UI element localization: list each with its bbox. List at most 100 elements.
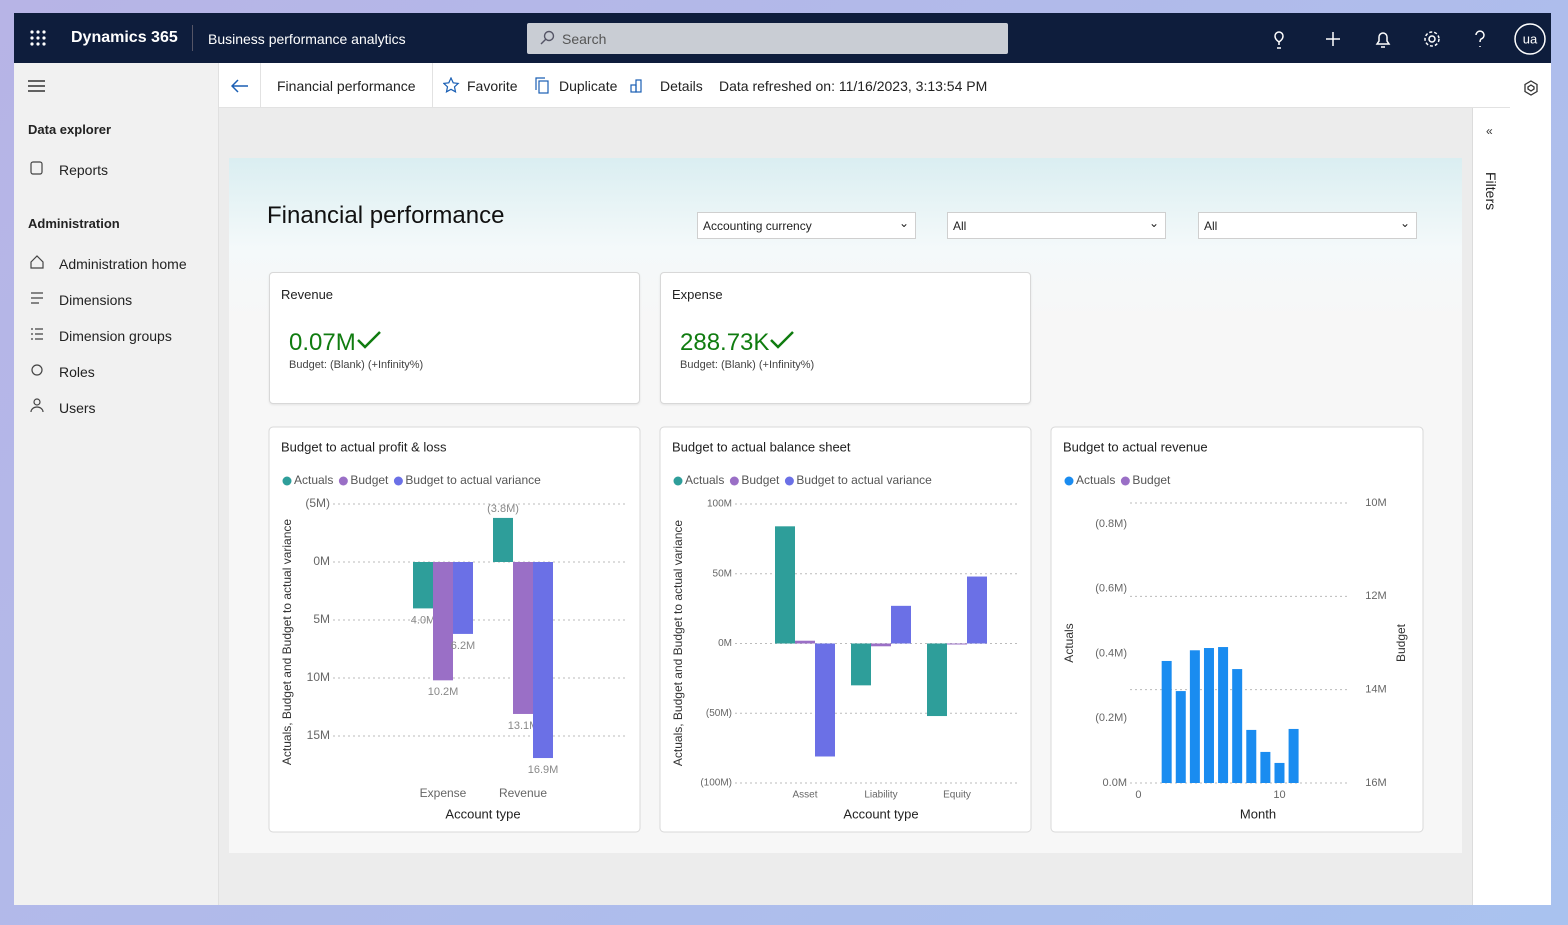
kpi-value-text: 288.73K — [680, 329, 770, 356]
kpi-subtitle: Budget: (Blank) (+Infinity%) — [289, 359, 424, 371]
legend-dot — [784, 476, 794, 486]
legend-label: Budget — [1132, 473, 1171, 487]
divider — [192, 25, 193, 51]
search-icon — [540, 30, 555, 45]
filters-pane[interactable]: « Filters — [1472, 108, 1510, 905]
bar — [815, 643, 835, 757]
bar — [795, 640, 815, 644]
legend-label: Actuals — [685, 473, 724, 487]
details-button[interactable]: Details — [660, 78, 703, 94]
chart-title: Budget to actual revenue — [1063, 439, 1208, 454]
y-tick-label: (5M) — [305, 496, 330, 510]
module-name[interactable]: Business performance analytics — [208, 31, 406, 47]
hamburger[interactable] — [28, 80, 46, 92]
y-tick-label: (0.2M) — [1095, 712, 1127, 724]
y-tick-label: 10M — [307, 670, 330, 684]
bar — [1218, 647, 1229, 783]
slicer[interactable]: All ⌄ — [1198, 212, 1417, 239]
bar — [967, 576, 987, 644]
y-tick-label: 15M — [307, 728, 330, 742]
nav-item[interactable]: Dimension groups — [59, 328, 172, 344]
bar — [1161, 660, 1172, 783]
legend-dot — [729, 476, 739, 486]
bar — [891, 605, 911, 644]
y-tick-label: (0.4M) — [1095, 647, 1127, 659]
slicer[interactable]: All ⌄ — [947, 212, 1166, 239]
right-strip — [1510, 63, 1551, 905]
slicer[interactable]: Accounting currency ⌄ — [697, 212, 916, 239]
bar — [1274, 762, 1285, 783]
x-tick-label: Expense — [420, 786, 467, 800]
collapse-icon[interactable]: « — [1486, 124, 1493, 138]
nav-item[interactable]: Roles — [59, 364, 95, 380]
bar — [927, 643, 947, 717]
slicer-label: All — [953, 219, 967, 233]
slicer-label: All — [1204, 219, 1218, 233]
y-tick-label: (0.8M) — [1095, 518, 1127, 530]
nav-item[interactable]: Administration home — [59, 256, 187, 272]
y-tick-label: (0.6M) — [1095, 583, 1127, 595]
kpi-title: Revenue — [281, 287, 334, 302]
y-axis-title: Actuals — [1062, 623, 1076, 662]
copilot-icon[interactable] — [1523, 80, 1539, 96]
legend-label: Budget — [350, 473, 389, 487]
legend-label: Budget to actual variance — [796, 473, 932, 487]
data-label: 13.1M — [508, 720, 539, 732]
chart-card — [1050, 426, 1424, 833]
check-icon — [770, 331, 795, 349]
brand[interactable]: Dynamics 365 — [71, 29, 178, 46]
y-tick-label: 5M — [313, 612, 330, 626]
chart-card — [659, 426, 1032, 833]
x-tick-label: Asset — [792, 790, 817, 801]
y-axis-title: Actuals, Budget and Budget to actual var… — [671, 520, 685, 766]
nav-item[interactable]: Reports — [59, 162, 109, 178]
back-button[interactable] — [231, 79, 249, 93]
y-tick-label: (50M) — [706, 708, 732, 719]
y-tick-label: 0M — [718, 638, 732, 649]
avatar[interactable]: ua — [1523, 31, 1538, 46]
nav-icons — [30, 161, 44, 413]
x-tick-label: 0 — [1135, 789, 1141, 801]
kpi-subtitle: Budget: (Blank) (+Infinity%) — [680, 359, 815, 371]
nav-item[interactable]: Users — [59, 400, 96, 416]
data-label: 10.2M — [428, 686, 459, 698]
bar — [433, 562, 453, 681]
sidebar: Data explorer Reports Administration Adm… — [14, 63, 219, 905]
slicer-label: Accounting currency — [703, 219, 812, 233]
legend-dot — [1064, 476, 1074, 486]
bar — [1288, 728, 1299, 783]
top-bar: Dynamics 365 Business performance analyt… — [14, 13, 1551, 63]
waffle-icon[interactable] — [30, 30, 48, 48]
search-box[interactable]: Search — [527, 23, 1008, 54]
data-label: (3.8M) — [487, 503, 519, 515]
chevron: ⌄ — [1148, 216, 1159, 230]
bar — [1203, 648, 1214, 783]
kpi-value: 0.07M — [289, 329, 382, 357]
bar — [453, 562, 473, 634]
favorite-button[interactable]: Favorite — [467, 78, 518, 94]
nav-section: Data explorer — [28, 122, 112, 137]
legend-dot — [282, 476, 292, 486]
bar — [851, 643, 871, 686]
legend-dot — [338, 476, 348, 486]
nav-item[interactable]: Dimensions — [59, 292, 133, 308]
top-icons[interactable]: ua — [1264, 23, 1551, 55]
y-tick-label: 50M — [713, 568, 732, 579]
y-tick-label: 100M — [707, 499, 732, 510]
y-tick-label: (100M) — [700, 778, 732, 789]
chevron: ⌄ — [898, 216, 909, 230]
y-tick-label: 0M — [313, 554, 330, 568]
x-tick-label: Equity — [943, 790, 971, 801]
bar — [1260, 751, 1271, 783]
bar — [413, 562, 433, 609]
y2-tick-label: 10M — [1365, 497, 1386, 509]
report-title: Financial performance — [267, 202, 505, 229]
x-tick-label: Revenue — [499, 786, 547, 800]
bar — [775, 526, 795, 644]
duplicate-button[interactable]: Duplicate — [559, 78, 618, 94]
divider — [432, 63, 433, 108]
data-label: 4.0M — [411, 614, 435, 626]
data-label: 16.9M — [528, 764, 559, 776]
bar — [871, 643, 891, 647]
legend-label: Actuals — [1076, 473, 1115, 487]
